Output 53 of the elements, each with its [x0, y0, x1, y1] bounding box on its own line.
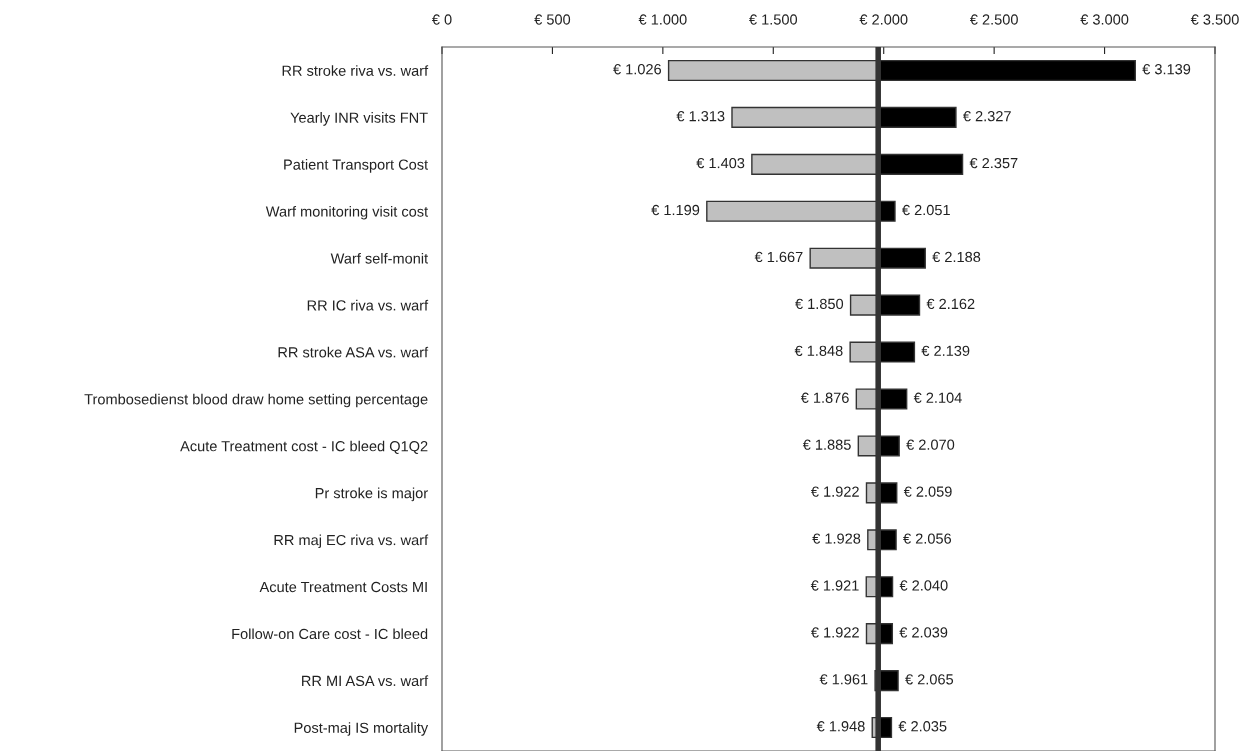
- annotation: € 1.922: [811, 627, 859, 638]
- y-tick-label: Trombosedienst blood draw home setting percentage: [84, 393, 428, 408]
- annotation: € 1.961: [819, 674, 868, 685]
- y-tick-label: RR IC riva vs. warf: [307, 299, 429, 311]
- x-tick-label: € 3.000: [1080, 14, 1129, 25]
- annotation: € 2.040: [899, 580, 948, 591]
- y-tick-label: Acute Treatment cost - IC bleed Q1Q2: [180, 440, 428, 454]
- annotation: € 2.188: [932, 251, 981, 263]
- annotation: € 1.667: [754, 251, 803, 263]
- x-tick-label: € 2.000: [859, 14, 908, 25]
- x-tick-label: € 3.500: [1190, 14, 1239, 25]
- y-tick-label: RR stroke ASA vs. warf: [278, 346, 429, 358]
- annotation: € 1.928: [812, 533, 861, 544]
- x-tick-label: € 500: [534, 14, 571, 25]
- annotation: € 2.070: [906, 439, 955, 450]
- annotation: € 1.403: [696, 157, 745, 169]
- annotation: € 2.139: [921, 345, 970, 356]
- annotation: € 2.039: [899, 627, 948, 638]
- x-tick-label: € 0: [431, 14, 452, 25]
- annotation: € 1.922: [811, 486, 859, 497]
- y-tick-label: Patient Transport Cost: [284, 159, 429, 173]
- annotation: € 1.921: [810, 580, 859, 591]
- x-tick-label: € 1.500: [749, 14, 798, 25]
- annotation: € 2.162: [926, 298, 975, 310]
- y-tick-label: Warf monitoring visit cost: [265, 205, 429, 220]
- annotation: € 2.056: [903, 533, 952, 544]
- y-tick-label: Yearly INR visits FNT: [290, 112, 428, 126]
- x-tick-label: € 1.000: [638, 14, 687, 25]
- y-tick-label: RR MI ASA vs. warf: [302, 675, 429, 687]
- annotation: € 2.327: [962, 110, 1011, 122]
- y-tick-label: Warf self-monit: [330, 252, 429, 264]
- annotation: € 2.357: [969, 157, 1018, 169]
- annotation: € 2.051: [902, 204, 950, 216]
- y-tick-label: RR maj EC riva vs. warf: [274, 534, 429, 549]
- annotation: € 2.065: [905, 674, 954, 685]
- annotation: € 1.948: [816, 721, 865, 732]
- annotation: € 1.850: [795, 298, 844, 310]
- y-tick-label: Post-maj IS mortality: [294, 722, 429, 736]
- annotation: € 1.026: [613, 64, 662, 75]
- annotation: € 3.139: [1142, 64, 1191, 75]
- y-tick-label: Follow-on Care cost - IC bleed: [232, 628, 428, 640]
- annotation: € 2.059: [903, 486, 952, 497]
- y-tick-label: Acute Treatment Costs MI: [259, 581, 427, 593]
- annotation: € 2.104: [913, 392, 962, 403]
- annotation: € 1.885: [802, 439, 851, 450]
- x-tick-label: € 2.500: [969, 14, 1018, 25]
- y-tick-label: RR stroke riva vs. warf: [282, 65, 429, 76]
- y-tick-label: Pr stroke is major: [315, 487, 428, 502]
- annotation: € 1.876: [800, 392, 849, 403]
- annotation: € 1.199: [651, 204, 700, 216]
- annotation: € 1.313: [676, 110, 725, 122]
- annotation: € 1.848: [794, 345, 843, 356]
- annotation: € 2.035: [898, 721, 947, 732]
